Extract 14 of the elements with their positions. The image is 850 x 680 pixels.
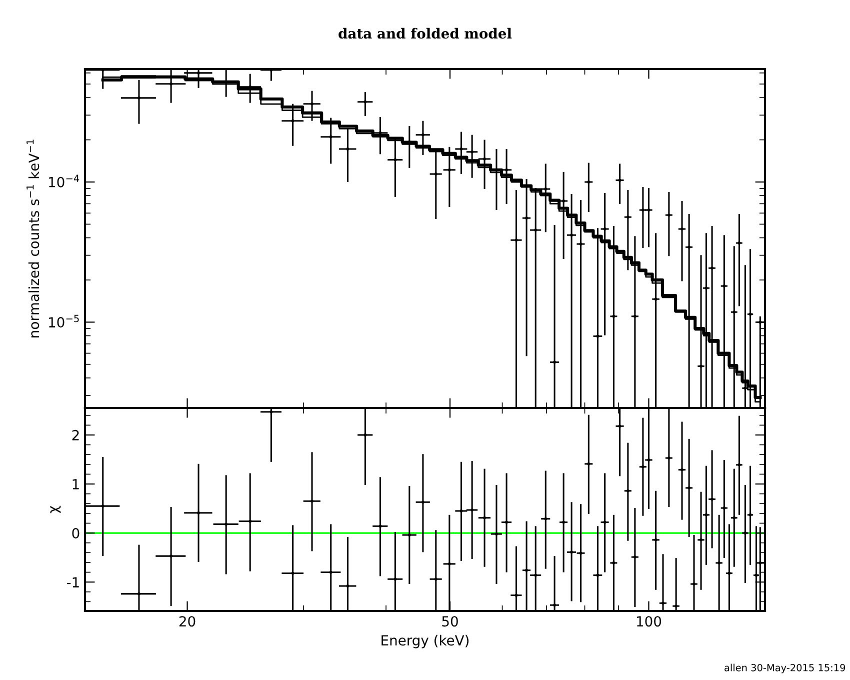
x-tick-label: 20 — [179, 616, 196, 627]
y-tick-label: 1 — [72, 479, 79, 490]
y-axis-title: normalized counts s$^{−1}$ keV$^{−1}$ — [26, 140, 40, 338]
x-axis-title: Energy (keV) — [382, 634, 469, 648]
y-tick-label: 10$^{−5}$ — [49, 314, 79, 328]
x-tick-label: 50 — [442, 616, 458, 627]
text: allen 30-May-2015 15:19 — [724, 664, 846, 674]
y-tick-label: -1 — [66, 577, 79, 588]
y-axis-title: χ — [50, 506, 61, 514]
y-tick-label: 10$^{−4}$ — [49, 174, 80, 188]
y-tick-label: 0 — [72, 528, 80, 538]
chart-title: data and folded model — [338, 28, 512, 39]
y-tick-label: 2 — [72, 430, 79, 440]
x-tick-label: 100 — [637, 616, 662, 627]
